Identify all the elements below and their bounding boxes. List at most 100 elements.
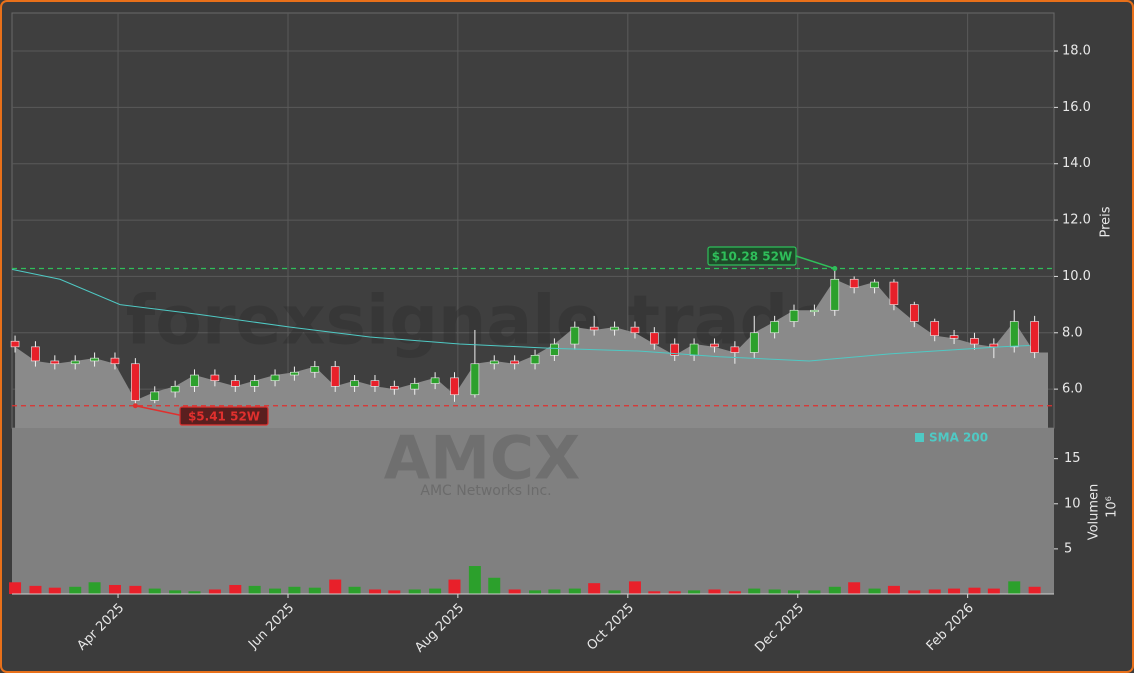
watermark: forexsignale.trade: [126, 282, 835, 361]
company-watermark: AMC Networks Inc.: [420, 483, 551, 499]
annotation-arrow: [795, 255, 836, 270]
candle-body: [290, 371, 299, 376]
volume-bar: [968, 587, 981, 594]
volume-bar: [768, 589, 781, 594]
arrow-head: [832, 266, 838, 272]
volume-bar: [708, 589, 721, 594]
volume-bar: [648, 591, 661, 594]
volume-bar: [329, 579, 342, 594]
y-tick-label: 10.0: [1062, 269, 1091, 284]
volume-bar: [388, 590, 401, 594]
y-axis-label: Preis: [1099, 206, 1114, 237]
candle-body: [789, 309, 799, 322]
volume-bar: [9, 582, 22, 594]
y-tick-label: 12.0: [1062, 213, 1091, 228]
candle-body: [210, 374, 220, 381]
volume-bar: [548, 589, 561, 594]
volume-bar: [269, 588, 282, 594]
candle-body: [749, 332, 759, 353]
candle-body: [310, 366, 320, 373]
volume-bar: [169, 590, 182, 594]
candle-body: [689, 343, 699, 356]
y-tick-label: 14.0: [1062, 156, 1091, 171]
candle-body: [190, 374, 199, 387]
candle-body: [650, 332, 659, 345]
volume-bar: [868, 588, 881, 594]
candle-body: [830, 278, 840, 311]
candle-body: [849, 278, 859, 288]
volume-bar: [408, 589, 421, 594]
candle-body: [390, 386, 399, 390]
candle-body: [1030, 321, 1039, 353]
volume-bar: [908, 590, 921, 594]
candle-body: [870, 281, 879, 288]
volume-panel: [12, 428, 1054, 594]
volume-bar: [429, 588, 442, 594]
candle-body: [450, 377, 459, 396]
volume-bar: [987, 588, 1000, 594]
candle-body: [250, 380, 259, 387]
volume-unit: 10⁶: [1105, 496, 1120, 518]
y-tick-label: 16.0: [1062, 100, 1091, 115]
volume-bar: [608, 590, 621, 594]
volume-bar: [348, 586, 361, 594]
volume-bar: [48, 587, 61, 594]
y-tick-label: 18.0: [1062, 44, 1091, 59]
volume-bar: [368, 589, 381, 594]
candle-body: [889, 281, 899, 305]
candle-body: [350, 380, 359, 387]
volume-bar: [468, 566, 481, 594]
volume-bar: [828, 586, 841, 594]
volume-bar: [1008, 581, 1021, 594]
volume-tick-label: 10: [1064, 496, 1081, 511]
volume-bar: [29, 585, 42, 594]
y-tick-label: 8.0: [1062, 325, 1083, 340]
volume-bar: [488, 577, 501, 594]
volume-bar: [308, 587, 321, 594]
candle-body: [330, 366, 340, 387]
volume-bar: [808, 590, 821, 594]
candle-body: [930, 321, 940, 336]
candle-body: [110, 357, 120, 365]
volume-bar: [508, 589, 521, 594]
candle-body: [949, 335, 959, 339]
sma-line: [11, 268, 1030, 362]
annotation-label: $10.28 52W: [712, 250, 792, 264]
candle-body: [770, 321, 779, 334]
volume-bar: [248, 585, 261, 594]
legend-swatch: [915, 433, 924, 442]
candle-body: [589, 326, 599, 331]
candle-body: [31, 346, 40, 362]
candle-body: [370, 380, 380, 387]
candle-body: [70, 360, 80, 365]
volume-bar: [69, 586, 82, 594]
candle-body: [470, 363, 480, 396]
candle-body: [910, 304, 919, 322]
y-tick-label: 6.0: [1062, 382, 1083, 397]
volume-bar: [688, 590, 701, 594]
volume-bar: [108, 584, 121, 594]
volume-bar: [1028, 586, 1041, 594]
candle-body: [630, 326, 640, 334]
volume-bar: [88, 582, 101, 594]
candle-body: [730, 346, 740, 353]
volume-bar: [588, 583, 601, 594]
volume-bar: [728, 591, 741, 594]
candle-body: [530, 355, 540, 365]
volume-bar: [529, 590, 542, 594]
volume-bar: [948, 588, 961, 594]
volume-tick-label: 5: [1064, 541, 1072, 556]
candle-body: [150, 391, 160, 401]
candle-body: [50, 360, 60, 365]
candle-body: [570, 326, 580, 345]
volume-bar: [229, 584, 242, 594]
volume-bar: [148, 588, 161, 594]
volume-bar: [568, 588, 581, 594]
candle-body: [550, 343, 559, 356]
volume-tick-label: 15: [1064, 451, 1081, 466]
candle-body: [1009, 321, 1019, 348]
volume-bar: [788, 590, 801, 594]
candle-body: [610, 326, 619, 331]
